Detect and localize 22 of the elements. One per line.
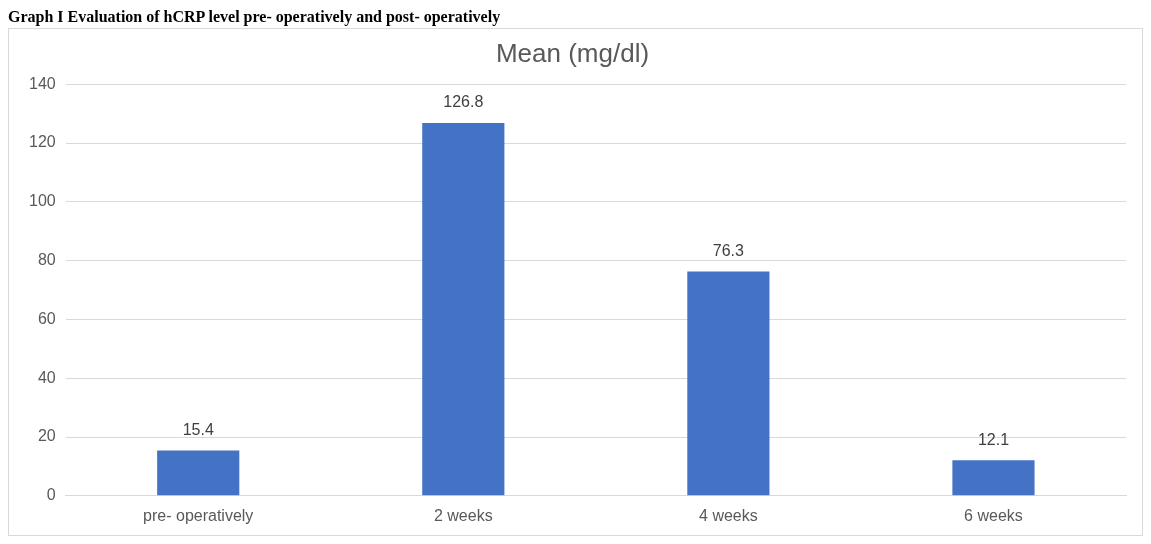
data-label: 12.1: [977, 430, 1010, 448]
x-tick-label: 6 weeks: [964, 506, 1023, 524]
y-tick-label: 120: [28, 133, 56, 151]
x-tick-label: 4 weeks: [699, 506, 758, 524]
bar: [157, 450, 240, 496]
y-tick-label: 40: [37, 368, 56, 386]
bar: [422, 123, 505, 496]
y-tick-label: 60: [37, 309, 56, 327]
y-tick-label: 20: [37, 427, 56, 445]
y-tick-label: 140: [28, 74, 56, 92]
y-tick-label: 0: [46, 486, 56, 504]
chart-title: Graph I Evaluation of hCRP level pre- operatively and post- operatively: [8, 8, 502, 28]
data-label: 76.3: [712, 241, 745, 259]
bar: [687, 271, 770, 496]
chart-subtitle: Mean (mg/dl): [495, 37, 650, 68]
y-tick-label: 100: [28, 192, 56, 210]
data-label: 15.4: [182, 420, 214, 438]
data-label: 126.8: [443, 93, 484, 111]
bar: [952, 460, 1035, 496]
x-tick-label: 2 weeks: [433, 506, 493, 524]
y-tick-label: 80: [37, 251, 56, 269]
x-tick-label: pre- operatively: [143, 506, 254, 524]
